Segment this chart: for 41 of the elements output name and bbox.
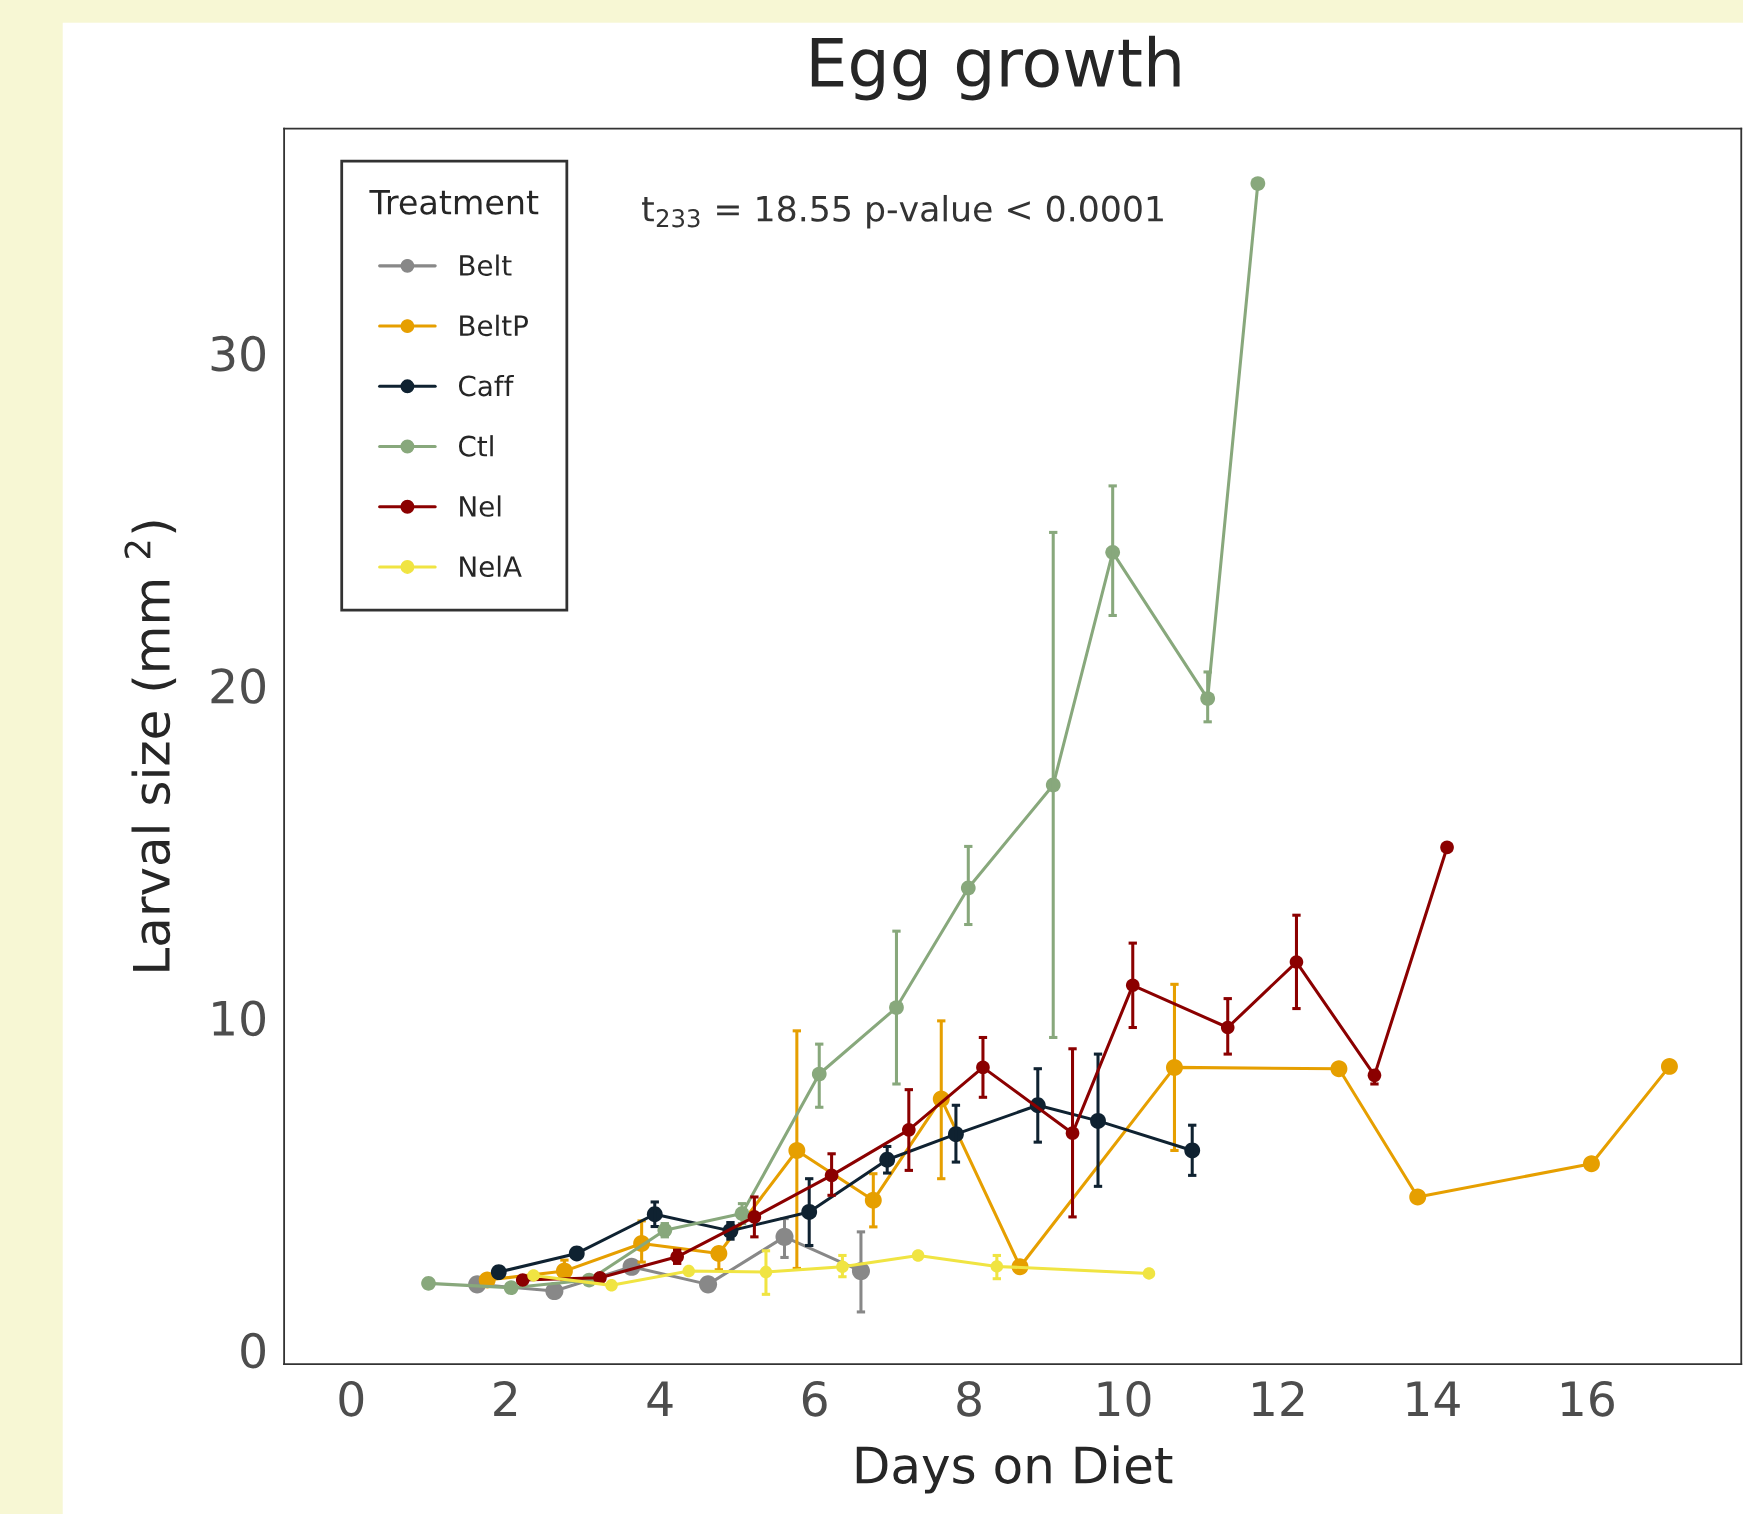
x-tick-label: 4	[647, 1381, 673, 1416]
point	[911, 1249, 925, 1262]
point	[1409, 1188, 1427, 1206]
y-tick-label: 20	[211, 668, 265, 704]
x-tick-label: 8	[957, 1380, 981, 1417]
x-tick-label: 14	[1407, 1381, 1460, 1416]
y-tick-label: 0	[241, 1332, 265, 1369]
legend-label: Caff	[458, 374, 514, 397]
legend-label: Ctl	[458, 435, 493, 457]
point	[1582, 1155, 1600, 1173]
x-tick-label: 10	[1098, 1380, 1151, 1417]
annotation: t$_{233}$ = 18.55 p-value < 0.0001	[642, 194, 1163, 229]
legend-label: Nel	[460, 495, 501, 517]
point	[490, 1264, 507, 1280]
x-tick-label: 16	[1561, 1380, 1614, 1417]
point	[568, 1245, 585, 1262]
legend-title: Treatment	[369, 189, 539, 215]
point	[503, 1280, 519, 1296]
point	[1330, 1060, 1348, 1078]
x-tick-label: 12	[1253, 1380, 1304, 1416]
y-axis-title: Larval size (mm $^{2}$)	[124, 521, 177, 971]
x-tick-label: 0	[339, 1380, 364, 1417]
point	[1660, 1057, 1678, 1075]
x-tick-label: 2	[494, 1380, 517, 1416]
x-tick-label: 6	[802, 1380, 827, 1417]
chart-title: Egg growth	[811, 35, 1180, 101]
point	[699, 1275, 718, 1294]
legend-label: Belt	[460, 254, 512, 276]
point	[1250, 176, 1266, 191]
legend-label: NelA	[460, 555, 522, 578]
point	[515, 1273, 530, 1287]
point	[1440, 840, 1454, 855]
point	[421, 1276, 436, 1291]
point	[1142, 1267, 1156, 1280]
y-tick-label: 30	[211, 335, 265, 372]
legend-label: BeltP	[460, 314, 528, 337]
point	[605, 1279, 618, 1292]
point	[682, 1264, 695, 1278]
y-tick-label: 10	[213, 1000, 265, 1037]
x-axis-title: Days on Diet	[856, 1445, 1173, 1494]
point	[527, 1269, 540, 1282]
